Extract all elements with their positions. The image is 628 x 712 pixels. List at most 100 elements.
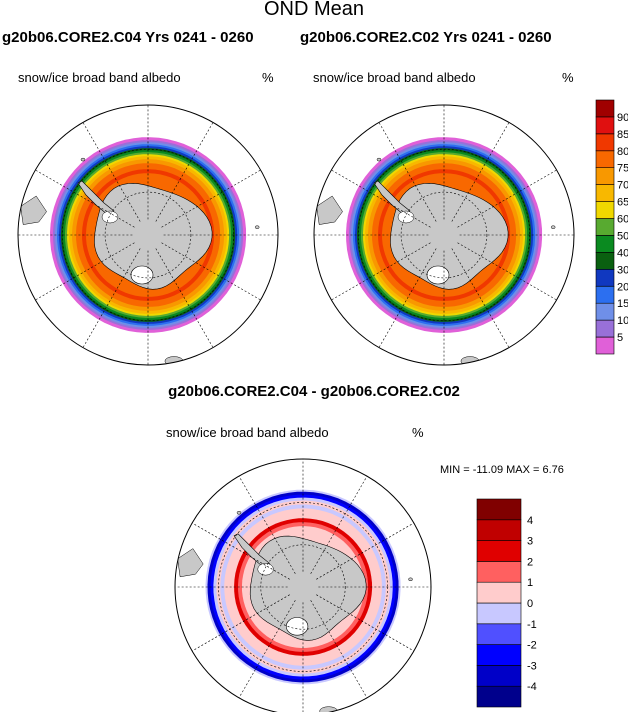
latitude-circle [260, 544, 346, 630]
colorbar-box [595, 268, 615, 287]
map3-diff [174, 458, 432, 712]
colorbar-box [595, 201, 615, 219]
colorbar-box [476, 623, 522, 645]
ross-ice-shelf [130, 265, 154, 285]
colorbar-tick-label: 40 [617, 247, 628, 259]
map1-units-label: % [262, 70, 274, 85]
antarctica-shape [390, 182, 509, 290]
meridian-line [378, 248, 437, 348]
colorbar-box [476, 581, 522, 604]
map-content [18, 105, 278, 365]
south-america-landmass [20, 195, 47, 225]
colorbar-box [595, 336, 615, 355]
colorbar-tick-label: 90 [617, 112, 628, 124]
meridian-line [310, 475, 368, 574]
meridian-line [191, 522, 290, 580]
meridian-line [155, 122, 214, 222]
antarctic-peninsula [373, 180, 411, 216]
meridian-line [238, 600, 296, 699]
island [254, 225, 260, 229]
colorbar-box [476, 644, 522, 666]
map-border [174, 458, 432, 712]
colorbar-box [595, 218, 615, 236]
colorbar-tick-label: 15 [617, 298, 628, 310]
meridian-line [161, 242, 261, 301]
min-max-readout: MIN = -11.09 MAX = 6.76 [440, 464, 564, 476]
colorbar-tick-label: 75 [617, 163, 628, 175]
colorbar-box [476, 602, 522, 625]
colorbar-box [595, 285, 615, 304]
colorbar-tick-label: 3 [527, 536, 533, 548]
main-title: OND Mean [263, 0, 365, 20]
colorbar-tick-label: -2 [527, 640, 537, 652]
colorbar-tick-label: 20 [617, 281, 628, 293]
meridian-line [451, 248, 510, 348]
meridian-line [316, 522, 415, 580]
map1-c04 [17, 104, 279, 366]
antarctic-peninsula [233, 533, 271, 568]
colorbar-box [595, 252, 615, 270]
latitude-circle [61, 148, 235, 322]
difference-title: g20b06.CORE2.C04 - g20b06.CORE2.C02 [168, 383, 460, 400]
map-content [175, 459, 431, 712]
weddell-ice-shelf [101, 210, 119, 224]
colorbar-tick-label: 60 [617, 214, 628, 226]
meridian-line [378, 122, 437, 222]
map-border [313, 104, 575, 366]
colorbar-tick-label: 80 [617, 146, 628, 158]
ross-ice-shelf [426, 265, 450, 285]
antarctica-shape [249, 535, 367, 641]
antarctic-peninsula [77, 180, 115, 216]
meridian-line [316, 594, 415, 652]
map2-units-label: % [562, 70, 574, 85]
colorbar-tick-label: 85 [617, 129, 628, 141]
meridian-line [331, 169, 431, 228]
meridian-line [161, 169, 261, 228]
latitude-circle [104, 191, 192, 279]
albedo-colorbar: 5 10 15 20 30 40 50 60 65 70 75 80 85 90 [595, 99, 628, 355]
island [376, 157, 382, 162]
colorbar-box [595, 116, 615, 135]
right-run-title: g20b06.CORE2.C02 Yrs 0241 - 0260 [300, 29, 552, 46]
colorbar-box [595, 319, 615, 338]
colorbar-tick-label: -3 [527, 660, 537, 672]
island [408, 577, 413, 582]
meridian-line [155, 248, 214, 348]
meridian-line [35, 169, 135, 228]
colorbar-box [476, 665, 522, 687]
meridian-line [238, 475, 296, 574]
colorbar-box [595, 133, 615, 152]
colorbar-tick-label: 65 [617, 197, 628, 209]
meridian-line [35, 242, 135, 301]
meridian-line [82, 248, 141, 348]
colorbar-tick-label: 4 [527, 515, 533, 527]
left-run-title: g20b06.CORE2.C04 Yrs 0241 - 0260 [2, 29, 254, 46]
colorbar-box [476, 561, 522, 583]
colorbar-tick-label: 30 [617, 264, 628, 276]
colorbar-tick-label: 1 [527, 577, 533, 589]
island [550, 225, 556, 229]
antarctica-shape [94, 182, 213, 290]
colorbar-box [595, 167, 615, 185]
colorbar-box [595, 99, 615, 118]
colorbar-tick-label: 50 [617, 231, 628, 243]
weddell-ice-shelf [397, 210, 415, 224]
map1-variable-label: snow/ice broad band albedo [18, 70, 181, 85]
meridian-line [331, 242, 431, 301]
map2-variable-label: snow/ice broad band albedo [313, 70, 476, 85]
latitude-circle [357, 148, 531, 322]
difference-colorbar: -4 -3 -2 -1 0 1 2 3 4 [476, 498, 537, 708]
ross-ice-shelf [285, 617, 309, 636]
south-america-landmass [316, 195, 343, 225]
meridian-line [457, 169, 557, 228]
colorbar-tick-label: -1 [527, 619, 537, 631]
colorbar-tick-label: 0 [527, 598, 533, 610]
weddell-ice-shelf [257, 563, 274, 576]
colorbar-box [595, 235, 615, 253]
colorbar-tick-label: 70 [617, 180, 628, 192]
map-border [17, 104, 279, 366]
island [236, 511, 242, 515]
map2-c02 [313, 104, 575, 366]
meridian-line [457, 242, 557, 301]
